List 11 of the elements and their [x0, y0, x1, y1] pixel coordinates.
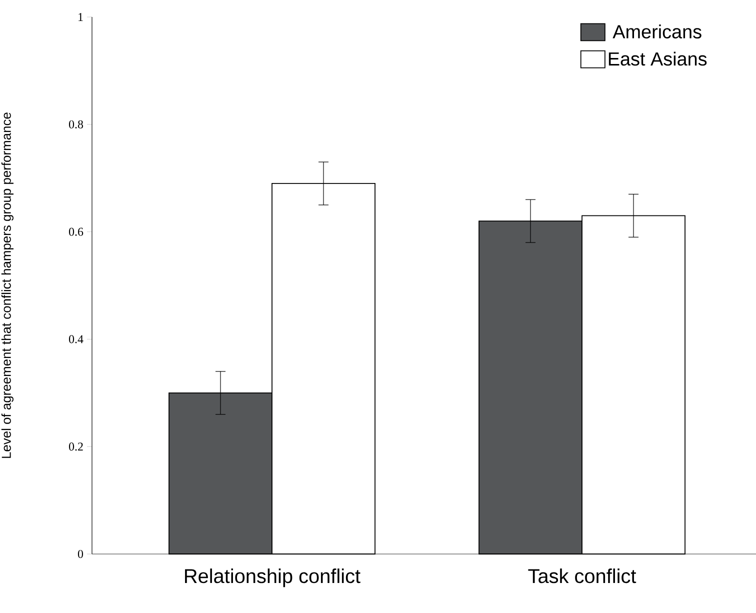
y-tick-label: 0.2: [68, 442, 83, 451]
x-tick-label: Task conflict: [528, 568, 636, 584]
legend-label: Americans: [612, 24, 702, 38]
y-tick-label: 0: [78, 550, 84, 558]
y-axis-title: Level of agreement that conflict hampers group performance: [1, 112, 14, 458]
x-tick-label: Relationship conflict: [185, 568, 360, 588]
y-tick-label: 0.8: [68, 120, 84, 128]
legend-label: East Asians: [608, 52, 707, 66]
y-tick-label: 0.6: [68, 228, 84, 236]
y-tick-label: 1: [78, 13, 83, 21]
y-tick-label: 0.4: [68, 335, 84, 344]
